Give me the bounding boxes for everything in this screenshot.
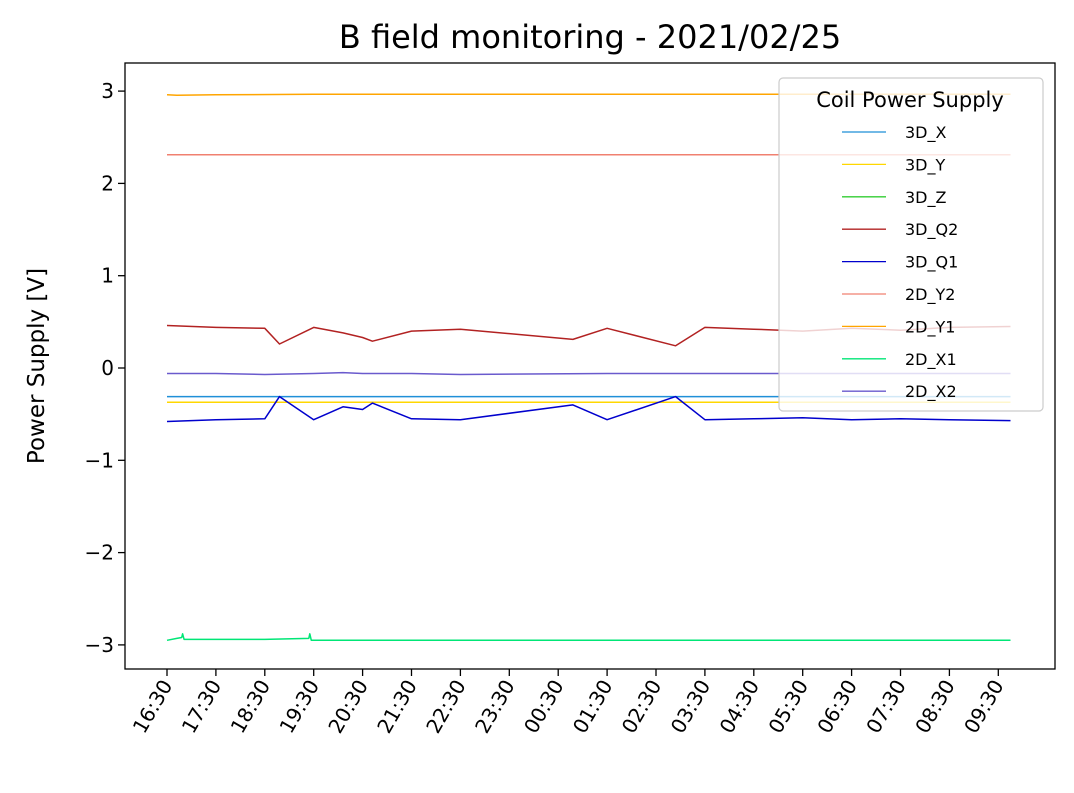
legend-label: 2D_Y2	[905, 285, 955, 305]
legend-title: Coil Power Supply	[816, 88, 1004, 112]
legend-label: 3D_Q1	[905, 253, 958, 273]
legend-label: 3D_Y	[905, 155, 946, 175]
x-tick-label: 06:30	[812, 676, 862, 738]
y-axis: 3 2 1 0 −1 −2 −3	[85, 79, 125, 657]
x-tick-label: 03:30	[666, 676, 716, 738]
plot-area	[166, 93, 1011, 642]
series-line-2d-x1	[166, 633, 1011, 642]
x-tick-label: 20:30	[323, 676, 373, 738]
y-tick-label: 0	[101, 356, 114, 380]
x-tick-label: 08:30	[910, 676, 960, 738]
x-tick-label: 16:30	[128, 676, 178, 738]
legend-label: 2D_X2	[905, 382, 957, 402]
x-tick-label: 18:30	[226, 676, 276, 738]
x-tick-label: 07:30	[861, 676, 911, 738]
y-tick-label: 1	[101, 264, 114, 288]
x-tick-label: 22:30	[421, 676, 471, 738]
legend: Coil Power Supply 3D_X 3D_Y 3D_Z 3D_Q2 3D_Q1…	[778, 77, 1044, 412]
y-tick-label: −2	[85, 541, 114, 565]
legend-label: 3D_Z	[905, 188, 947, 208]
y-tick-label: 2	[101, 171, 114, 195]
legend-box	[778, 77, 1044, 412]
series-line-3d-q1	[166, 395, 1011, 423]
legend-label: 3D_X	[905, 123, 947, 143]
x-tick-label: 21:30	[372, 676, 422, 738]
y-tick-label: −1	[85, 448, 114, 472]
x-axis: 16:30 17:30 18:30 19:30 20:30 21:30 22:30 23:30…	[128, 669, 1009, 737]
x-tick-label: 23:30	[470, 676, 520, 738]
plot-frame	[124, 62, 1056, 670]
x-tick-label: 09:30	[959, 676, 1009, 738]
x-tick-label: 00:30	[519, 676, 569, 738]
x-tick-label: 19:30	[274, 676, 324, 738]
y-axis-label: Power Supply [V]	[24, 268, 50, 464]
chart-title: B field monitoring - 2021/02/25	[339, 18, 841, 56]
x-tick-label: 17:30	[177, 676, 227, 738]
series-line-2d-x2	[167, 371, 1011, 376]
legend-label: 3D_Q2	[905, 220, 958, 240]
legend-label: 2D_X1	[905, 350, 957, 370]
x-tick-label: 01:30	[568, 676, 618, 738]
x-tick-label: 04:30	[715, 676, 765, 738]
legend-label: 2D_Y1	[905, 317, 955, 337]
y-tick-label: 3	[101, 79, 114, 103]
y-tick-label: −3	[85, 633, 114, 657]
x-tick-label: 02:30	[617, 676, 667, 738]
x-tick-label: 05:30	[763, 676, 813, 738]
